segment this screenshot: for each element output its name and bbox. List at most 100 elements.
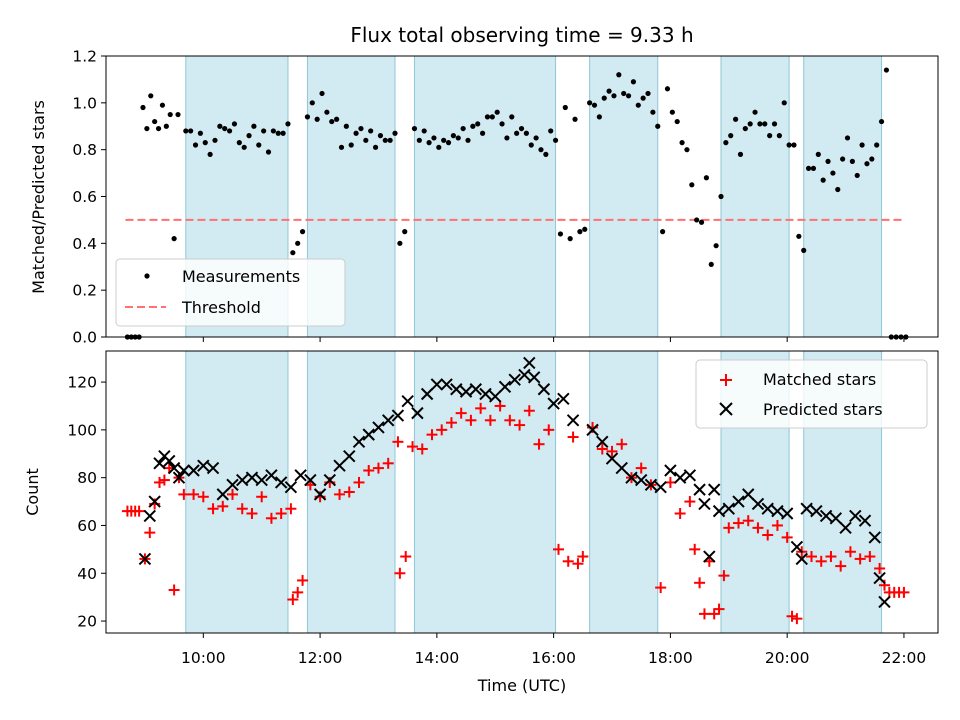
measurement-point xyxy=(854,172,860,179)
predicted-star-point xyxy=(795,552,808,566)
predicted-star-point xyxy=(761,502,774,515)
matched-star-point xyxy=(572,558,584,570)
matched-star-point xyxy=(825,551,837,563)
measurement-point xyxy=(270,128,276,134)
predicted-star-point xyxy=(586,423,599,437)
matched-star-point xyxy=(805,551,817,563)
top-legend: Measurements Threshold xyxy=(115,258,346,327)
measurement-point xyxy=(742,125,748,132)
x-tick-label: 22:00 xyxy=(882,649,927,667)
matched-star-point xyxy=(287,594,299,606)
bottom-legend-box xyxy=(695,359,928,429)
measurement-point xyxy=(309,100,315,106)
measurement-point xyxy=(791,142,797,148)
shaded-interval xyxy=(413,55,557,338)
matched-star-point xyxy=(596,443,608,455)
measurement-point xyxy=(548,128,554,134)
predicted-star-point xyxy=(323,473,337,487)
bottom-x-axis-label: Time (UTC) xyxy=(477,676,566,695)
y-tick-label: 120 xyxy=(67,374,97,392)
measurement-point xyxy=(528,142,534,148)
matched-star-point xyxy=(400,551,412,563)
measurement-point xyxy=(864,161,870,167)
matched-star-point xyxy=(713,603,725,615)
predicted-star-point xyxy=(313,488,327,501)
matched-star-point xyxy=(854,553,866,565)
measurement-point xyxy=(436,144,442,150)
measurement-point xyxy=(144,125,150,132)
matched-star-point xyxy=(762,529,774,541)
measurement-point xyxy=(171,236,177,242)
measurement-point xyxy=(572,116,578,122)
x-tick-label: 18:00 xyxy=(648,649,693,667)
matched-star-point xyxy=(606,445,618,457)
measurement-point xyxy=(533,135,539,141)
measurement-point xyxy=(475,121,481,127)
measurement-point xyxy=(148,93,154,99)
measurement-point xyxy=(489,114,495,120)
predicted-star-point xyxy=(440,378,453,391)
top-y-ticks: 0.0 0.2 0.4 0.6 0.8 1.0 1.2 xyxy=(72,48,106,347)
matched-star-point xyxy=(689,543,701,555)
predicted-star-point xyxy=(634,473,648,487)
measurement-point xyxy=(343,123,349,129)
predicted-star-point xyxy=(605,452,619,465)
measurement-point xyxy=(314,116,320,122)
predicted-star-point xyxy=(858,514,872,527)
measurement-point xyxy=(460,125,466,132)
matched-star-point xyxy=(552,543,564,555)
predicted-star-point xyxy=(206,461,220,475)
measurement-point xyxy=(582,226,588,232)
predicted-star-point xyxy=(829,512,843,525)
measurement-point xyxy=(698,219,705,225)
measurement-point xyxy=(669,109,675,115)
matched-star-point xyxy=(292,586,304,598)
measurement-point xyxy=(421,128,427,134)
predicted-star-point xyxy=(868,531,881,544)
matched-star-point xyxy=(363,464,375,476)
y-tick-label: 100 xyxy=(67,421,97,439)
top-legend-box xyxy=(115,258,346,327)
predicted-star-point xyxy=(722,502,735,515)
matched-star-point xyxy=(898,586,910,598)
measurement-point xyxy=(431,135,437,141)
predicted-star-point xyxy=(294,469,307,482)
measurement-point xyxy=(645,90,651,97)
measurement-point xyxy=(514,130,520,136)
measurement-point xyxy=(723,140,729,146)
matched-star-point xyxy=(577,551,589,563)
top-panel: 0.0 0.2 0.4 0.6 0.8 1.0 1.2 Flux total observi… xyxy=(29,23,939,347)
matched-star-point xyxy=(718,570,730,582)
measurement-point xyxy=(319,90,325,97)
matched-star-point xyxy=(475,402,487,414)
measurement-point xyxy=(445,140,452,146)
measurement-point xyxy=(737,151,744,157)
predicted-star-point xyxy=(790,540,804,554)
measurement-point xyxy=(747,121,753,127)
measurement-point xyxy=(771,121,778,127)
predicted-star-point xyxy=(245,471,259,484)
measurement-point xyxy=(830,170,836,176)
legend-matched-label: Matched stars xyxy=(763,370,876,389)
measurement-point xyxy=(601,95,607,101)
measurement-point xyxy=(674,118,680,125)
measurement-point xyxy=(786,142,792,148)
x-tick-label: 14:00 xyxy=(415,649,460,667)
predicted-star-point xyxy=(712,504,726,518)
matched-star-point xyxy=(791,613,803,625)
predicted-star-point xyxy=(372,421,385,434)
measurement-point xyxy=(596,114,602,120)
predicted-star-point xyxy=(703,550,716,563)
measurement-point xyxy=(348,142,354,148)
bottom-y-axis-label: Count xyxy=(23,468,42,516)
measurement-point xyxy=(552,137,559,143)
measurement-point xyxy=(810,165,817,171)
matched-star-point xyxy=(144,527,156,539)
measurement-point xyxy=(334,116,340,122)
measurement-point xyxy=(776,133,782,139)
measurement-point xyxy=(616,72,622,78)
matched-star-point xyxy=(742,515,754,527)
predicted-star-point xyxy=(138,552,152,566)
matched-star-point xyxy=(543,424,555,436)
measurement-point xyxy=(231,121,238,127)
